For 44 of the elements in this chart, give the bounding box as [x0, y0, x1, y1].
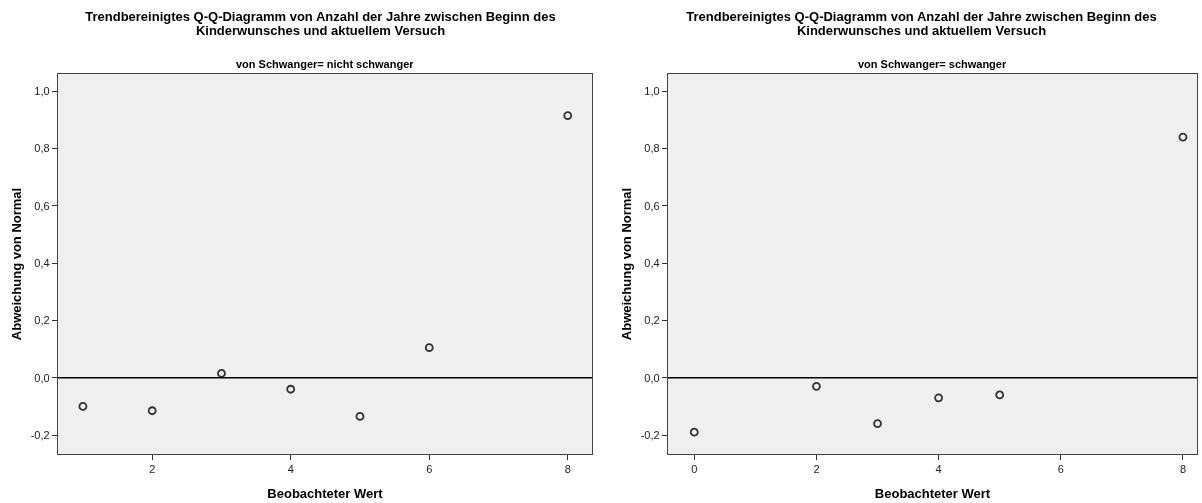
point	[1178, 132, 1188, 142]
y-tick-label: 0,8	[644, 142, 660, 155]
point	[934, 393, 944, 403]
point	[147, 406, 157, 416]
y-tick-label: 0,6	[644, 199, 660, 212]
point	[286, 384, 296, 394]
x-tick-label: 8	[564, 463, 571, 476]
point	[78, 402, 88, 411]
x-tick-label: 8	[1179, 463, 1187, 476]
point	[563, 111, 573, 120]
y-tick-label: 0,8	[34, 142, 50, 155]
chart-subtitle: von Schwanger= nicht schwanger	[236, 58, 415, 70]
chart-subtitle: von Schwanger= schwanger	[858, 58, 1007, 70]
y-tick-label: 0,2	[644, 314, 660, 327]
x-tick-label: 2	[813, 463, 820, 476]
point	[689, 427, 699, 437]
y-tick-label: 0,4	[644, 256, 660, 269]
x-tick-label: 0	[691, 463, 698, 476]
point	[217, 369, 226, 378]
point	[812, 381, 821, 391]
y-tick-label: 0,0	[644, 371, 660, 384]
point	[424, 343, 434, 353]
point	[355, 412, 365, 421]
y-tick-label: -0,2	[30, 428, 50, 441]
x-tick-label: 4	[287, 463, 294, 476]
point	[873, 419, 882, 429]
x-axis-title: Beobachteter Wert	[874, 485, 991, 501]
y-tick-label: 1,0	[644, 85, 660, 98]
x-tick-label: 4	[935, 463, 942, 476]
y-tick-label: 1,0	[34, 85, 50, 98]
y-tick-label: 0,4	[34, 256, 50, 269]
x-axis-title: Beobachteter Wert	[267, 485, 384, 501]
y-tick-label: 0,6	[34, 199, 50, 212]
chart-title: Trendbereinigtes Q-Q-Diagramm von Anzahl der Jahre zwischen Beginn des Kinderwunsches und aktuellem Versuch	[685, 9, 1158, 38]
x-tick-label: 6	[426, 463, 433, 476]
chart-title: Trendbereinigtes Q-Q-Diagramm von Anzahl der Jahre zwischen Beginn des Kinderwunsches und aktuellem Versuch	[84, 9, 557, 38]
y-axis-title: Abweichung von Normal	[8, 187, 24, 341]
x-tick-label: 2	[149, 463, 156, 476]
y-tick-label: 0,0	[34, 371, 50, 384]
y-tick-label: 0,2	[34, 314, 50, 327]
x-tick-label: 6	[1057, 463, 1064, 476]
point	[995, 390, 1005, 400]
y-tick-label: -0,2	[640, 428, 660, 441]
y-axis-title: Abweichung von Normal	[618, 187, 634, 341]
